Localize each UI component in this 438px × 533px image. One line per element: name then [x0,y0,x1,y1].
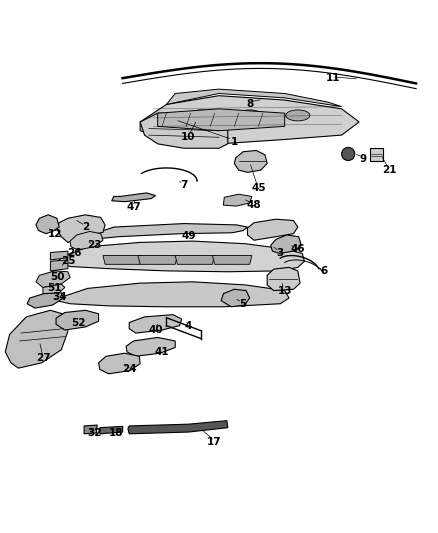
Polygon shape [36,215,59,233]
Polygon shape [212,255,252,264]
Polygon shape [50,260,68,271]
Polygon shape [103,255,142,264]
Circle shape [342,147,355,160]
Polygon shape [50,251,68,260]
Ellipse shape [286,110,310,121]
Polygon shape [70,231,103,250]
Polygon shape [166,89,342,107]
Text: 6: 6 [321,266,328,276]
Polygon shape [158,109,285,131]
Text: 26: 26 [67,248,82,259]
Text: 52: 52 [71,318,86,328]
Polygon shape [56,310,99,330]
Polygon shape [140,113,228,148]
Polygon shape [247,219,298,240]
Text: 5: 5 [240,298,247,309]
Text: 50: 50 [49,272,64,282]
Polygon shape [57,215,105,243]
Polygon shape [221,289,250,307]
Text: 25: 25 [60,256,75,266]
Polygon shape [175,255,215,264]
Polygon shape [234,150,267,172]
Polygon shape [99,353,140,374]
Text: 40: 40 [148,325,163,335]
Text: 47: 47 [126,203,141,212]
Polygon shape [138,255,177,264]
Ellipse shape [237,110,261,121]
Polygon shape [5,310,68,368]
Polygon shape [94,223,247,239]
Polygon shape [128,421,228,434]
Text: 45: 45 [251,183,266,192]
Text: 24: 24 [122,365,137,374]
Text: 2: 2 [82,222,89,232]
Text: 34: 34 [52,292,67,302]
Text: 49: 49 [181,231,196,241]
Text: 18: 18 [109,428,124,438]
Text: 48: 48 [247,200,261,210]
Polygon shape [271,235,301,253]
Text: 9: 9 [360,154,367,164]
Text: 1: 1 [231,136,238,147]
Polygon shape [84,425,97,434]
Polygon shape [57,241,304,272]
Text: 32: 32 [87,428,102,438]
Text: 4: 4 [185,321,192,330]
Polygon shape [112,193,155,201]
Text: 11: 11 [325,73,340,83]
Text: 23: 23 [87,240,102,251]
Text: 27: 27 [36,353,51,364]
Polygon shape [36,271,70,287]
Polygon shape [267,268,300,290]
Ellipse shape [190,110,214,121]
Text: 17: 17 [207,437,222,447]
Text: 3: 3 [277,248,284,259]
Text: 51: 51 [47,284,62,293]
Text: 13: 13 [277,286,292,296]
Text: 12: 12 [47,229,62,239]
Text: 46: 46 [290,244,305,254]
Polygon shape [100,426,123,434]
Text: 7: 7 [180,181,187,190]
Text: 41: 41 [155,347,170,357]
Polygon shape [129,314,182,333]
Polygon shape [370,148,383,161]
Text: 21: 21 [382,165,397,175]
Polygon shape [57,282,289,307]
Text: 10: 10 [181,132,196,142]
Polygon shape [126,337,175,356]
Polygon shape [27,293,64,308]
Text: 8: 8 [246,100,253,109]
Polygon shape [140,96,359,144]
Polygon shape [223,194,252,206]
Polygon shape [43,284,65,295]
